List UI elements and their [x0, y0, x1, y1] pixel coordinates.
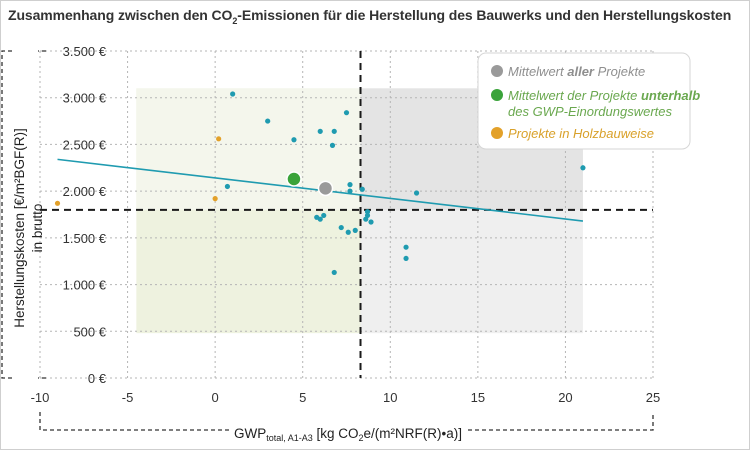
project-point — [343, 110, 350, 116]
project-point — [413, 190, 420, 196]
data-points — [54, 91, 586, 276]
legend: Mittelwert aller Projekte Mittelwert der … — [477, 52, 700, 150]
project-point — [352, 227, 358, 233]
timber-project-point — [54, 200, 61, 206]
project-point — [403, 244, 409, 250]
project-point — [363, 216, 369, 222]
project-point — [265, 118, 271, 124]
mean-all-point — [317, 180, 334, 197]
y-tick-label: 1.500 € — [63, 231, 107, 246]
y-axis-bracket-outer — [1, 50, 12, 379]
x-tick-label: 10 — [383, 390, 397, 405]
project-point — [338, 224, 344, 231]
x-axis-title: GWPtotal, A1-A3 [kg CO2e/(m²NRF(R)•a)] — [234, 426, 462, 443]
project-point — [321, 212, 327, 219]
project-point — [368, 219, 374, 225]
mean-below-point — [286, 171, 302, 187]
legend-box — [477, 52, 691, 150]
y-tick-label: 2.000 € — [63, 184, 107, 199]
x-tick-label: -5 — [122, 390, 134, 405]
project-point — [331, 128, 337, 134]
y-tick-label: 2.500 € — [63, 137, 107, 152]
y-tick-labels: 0 € 500 € 1.000 € 1.500 € 2.000 € 2.500 € 3.00… — [63, 44, 107, 386]
legend-marker — [491, 127, 503, 139]
x-tick-label: -10 — [31, 390, 50, 405]
chart-title: Zusammenhang zwischen den CO2-Emissionen… — [8, 7, 732, 26]
y-axis-subtitle: in brutto — [30, 204, 45, 253]
y-tick-label: 3.500 € — [63, 44, 107, 59]
legend-label-line2: des GWP-Einordungswertes — [508, 104, 673, 119]
x-tick-label: 5 — [299, 390, 306, 405]
reference-lines — [40, 51, 653, 378]
project-point — [580, 165, 586, 171]
y-tick-label: 3.000 € — [63, 91, 107, 106]
y-tick-label: 1.000 € — [63, 278, 107, 293]
project-point — [317, 216, 323, 222]
project-point — [329, 142, 336, 148]
x-tick-label: 0 — [212, 390, 219, 405]
project-point — [345, 229, 351, 235]
timber-project-point — [212, 196, 218, 202]
x-tick-labels: -10 -5 0 5 10 15 20 25 — [31, 390, 661, 405]
project-point — [347, 182, 353, 188]
project-point — [364, 209, 371, 215]
x-axis-bracket-left — [39, 412, 230, 431]
y-tick-label: 0 € — [88, 371, 107, 386]
x-tick-label: 25 — [646, 390, 660, 405]
legend-label: Projekte in Holzbauweise — [508, 126, 654, 141]
project-point — [224, 183, 231, 190]
project-point — [347, 188, 353, 194]
timber-project-point — [216, 136, 222, 142]
axis-brackets — [1, 50, 654, 431]
y-axis-title: Herstellungskosten [€/m²BGF(R)] — [12, 128, 27, 328]
project-point — [359, 186, 365, 192]
x-tick-label: 20 — [558, 390, 572, 405]
project-point — [230, 91, 236, 97]
project-point — [317, 128, 323, 134]
y-tick-label: 500 € — [73, 324, 106, 339]
legend-label: Mittelwert der Projekte unterhalb — [508, 88, 700, 103]
x-axis-bracket-right — [468, 412, 654, 431]
project-point — [291, 137, 297, 143]
legend-label: Mittelwert aller Projekte — [508, 64, 645, 79]
project-point — [403, 255, 409, 262]
legend-marker — [491, 89, 503, 101]
project-point — [331, 269, 337, 276]
legend-marker — [491, 65, 503, 77]
x-tick-label: 15 — [471, 390, 485, 405]
